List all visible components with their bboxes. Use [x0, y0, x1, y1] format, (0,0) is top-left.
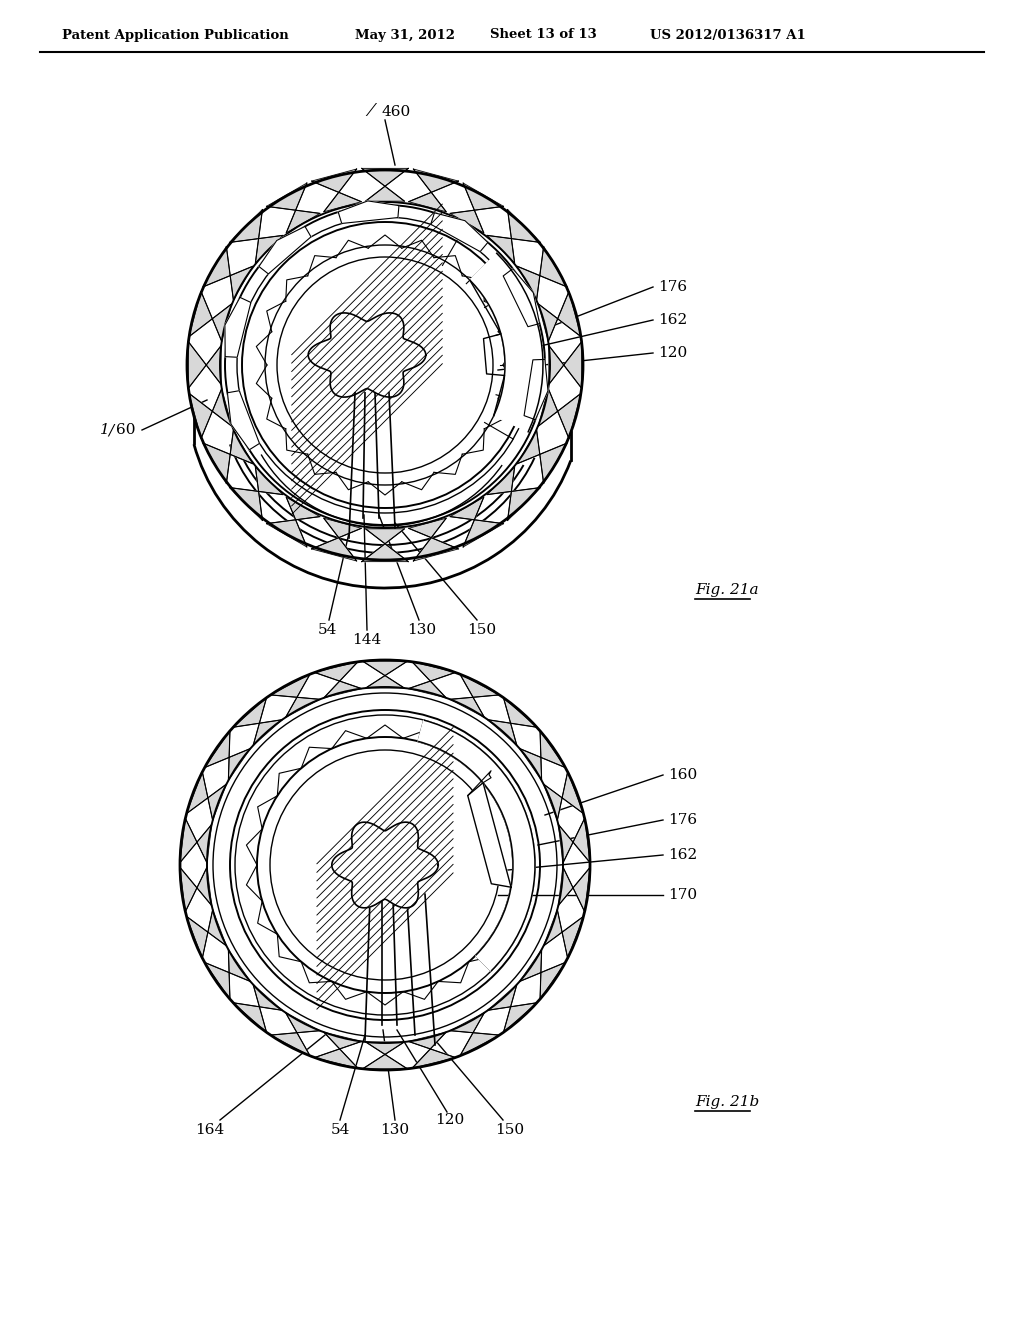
Polygon shape	[362, 1041, 408, 1069]
Polygon shape	[451, 498, 504, 546]
Text: Fig. 21b: Fig. 21b	[695, 1096, 759, 1109]
Polygon shape	[233, 985, 283, 1032]
Polygon shape	[314, 1032, 361, 1068]
Text: US 2012/0136317 A1: US 2012/0136317 A1	[650, 29, 806, 41]
Text: 150: 150	[496, 1123, 524, 1137]
Text: 176: 176	[668, 813, 697, 828]
Polygon shape	[205, 949, 250, 999]
Polygon shape	[409, 1032, 456, 1068]
Text: 144: 144	[352, 634, 382, 647]
Text: Patent Application Publication: Patent Application Publication	[62, 29, 289, 41]
Text: 60: 60	[116, 422, 135, 437]
Polygon shape	[418, 721, 535, 972]
Polygon shape	[225, 297, 251, 358]
Polygon shape	[203, 247, 253, 300]
Polygon shape	[451, 675, 500, 717]
Polygon shape	[451, 183, 504, 232]
Text: 162: 162	[658, 313, 687, 327]
Polygon shape	[186, 772, 226, 820]
Polygon shape	[266, 183, 319, 232]
Ellipse shape	[270, 750, 500, 979]
Polygon shape	[266, 498, 319, 546]
Polygon shape	[270, 675, 319, 717]
Polygon shape	[361, 529, 409, 561]
Text: 120: 120	[658, 346, 687, 360]
Polygon shape	[332, 822, 438, 908]
Polygon shape	[524, 359, 548, 420]
Polygon shape	[558, 818, 590, 863]
Polygon shape	[361, 169, 409, 201]
Text: 164: 164	[196, 1123, 224, 1137]
Polygon shape	[549, 342, 582, 388]
Polygon shape	[311, 519, 361, 561]
Text: 162: 162	[668, 847, 697, 862]
Polygon shape	[451, 1012, 500, 1056]
Polygon shape	[270, 1012, 319, 1056]
Polygon shape	[468, 783, 511, 887]
Text: 150: 150	[467, 623, 497, 638]
Polygon shape	[409, 169, 459, 211]
Polygon shape	[180, 867, 212, 912]
Polygon shape	[180, 818, 212, 863]
Text: 460: 460	[382, 106, 412, 119]
Polygon shape	[544, 772, 584, 820]
Polygon shape	[188, 342, 221, 388]
Polygon shape	[189, 292, 231, 342]
Polygon shape	[227, 391, 259, 450]
Polygon shape	[189, 388, 231, 438]
Text: Fig. 21a: Fig. 21a	[695, 583, 759, 597]
Polygon shape	[311, 169, 361, 211]
Polygon shape	[203, 430, 253, 483]
Text: /: /	[108, 422, 113, 437]
Polygon shape	[229, 210, 283, 263]
Polygon shape	[409, 519, 459, 561]
Polygon shape	[517, 430, 567, 483]
Text: 54: 54	[317, 623, 337, 638]
Polygon shape	[259, 227, 311, 273]
Text: May 31, 2012: May 31, 2012	[355, 29, 455, 41]
Polygon shape	[186, 909, 226, 958]
Text: ⁄: ⁄	[370, 103, 372, 120]
Polygon shape	[487, 985, 537, 1032]
Polygon shape	[314, 661, 361, 698]
Text: 1: 1	[100, 422, 110, 437]
Text: 54: 54	[331, 1123, 349, 1137]
Polygon shape	[229, 467, 283, 520]
Polygon shape	[519, 949, 565, 999]
Polygon shape	[517, 247, 567, 300]
Text: 170: 170	[668, 888, 697, 902]
Polygon shape	[470, 253, 543, 432]
Polygon shape	[539, 388, 581, 438]
Polygon shape	[487, 698, 537, 746]
Polygon shape	[233, 698, 283, 746]
Text: 176: 176	[658, 280, 687, 294]
Text: 130: 130	[408, 623, 436, 638]
Polygon shape	[503, 269, 540, 326]
Polygon shape	[431, 213, 487, 252]
Polygon shape	[558, 867, 590, 912]
Polygon shape	[409, 661, 456, 698]
Polygon shape	[544, 909, 584, 958]
Text: 130: 130	[381, 1123, 410, 1137]
Polygon shape	[487, 210, 541, 263]
Text: 120: 120	[435, 1113, 465, 1127]
Polygon shape	[338, 201, 399, 223]
Text: 160: 160	[668, 768, 697, 781]
Ellipse shape	[185, 168, 585, 562]
Polygon shape	[539, 292, 581, 342]
Polygon shape	[487, 467, 541, 520]
Ellipse shape	[178, 657, 592, 1072]
Polygon shape	[362, 661, 408, 688]
Polygon shape	[308, 313, 426, 397]
Polygon shape	[205, 731, 250, 780]
Polygon shape	[519, 731, 565, 780]
Text: Sheet 13 of 13: Sheet 13 of 13	[490, 29, 597, 41]
Ellipse shape	[278, 257, 493, 473]
